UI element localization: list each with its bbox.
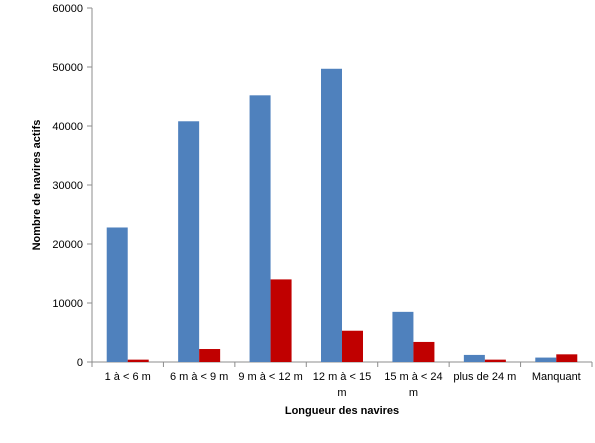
y-tick-label: 20000 [52, 239, 83, 251]
bar [535, 357, 557, 362]
x-tick-label: plus de 24 m [453, 371, 516, 383]
y-tick-label: 30000 [52, 180, 83, 192]
bar [199, 349, 221, 362]
x-tick-label: 12 m à < 15 [313, 371, 371, 383]
y-tick-label: 10000 [52, 298, 83, 310]
bar [413, 341, 435, 362]
x-tick-label: 6 m à < 9 m [170, 371, 228, 383]
bar [463, 354, 485, 362]
x-tick-label: 9 m à < 12 m [238, 371, 303, 383]
bar [178, 121, 200, 362]
y-tick-label: 40000 [52, 121, 83, 133]
y-tick-label: 50000 [52, 62, 83, 74]
y-tick-label: 0 [77, 357, 83, 369]
x-tick-label: m [337, 387, 346, 399]
x-tick-label: 15 m à < 24 [384, 371, 442, 383]
y-tick-label: 60000 [52, 3, 83, 15]
x-tick-label: Manquant [532, 371, 581, 383]
bar [392, 311, 414, 362]
bar [556, 354, 578, 362]
bar [484, 359, 506, 362]
bar [342, 330, 363, 362]
bar [249, 95, 271, 362]
x-axis-title: Longueur des navires [285, 405, 399, 417]
x-axis: 1 à < 6 m 6 m à < 9 m 9 m à < 12 m 12 m à <… [91, 361, 593, 399]
bar [127, 359, 149, 362]
bar [321, 68, 342, 363]
x-tick-label: m [409, 387, 418, 399]
y-axis: 0 10000 20000 30000 40000 50000 60000 [52, 3, 93, 369]
x-tick-label: 1 à < 6 m [105, 371, 151, 383]
bar [270, 279, 292, 362]
y-axis-title: Nombre de navires actifs [31, 120, 43, 251]
bar [106, 227, 128, 362]
bars [106, 68, 578, 363]
